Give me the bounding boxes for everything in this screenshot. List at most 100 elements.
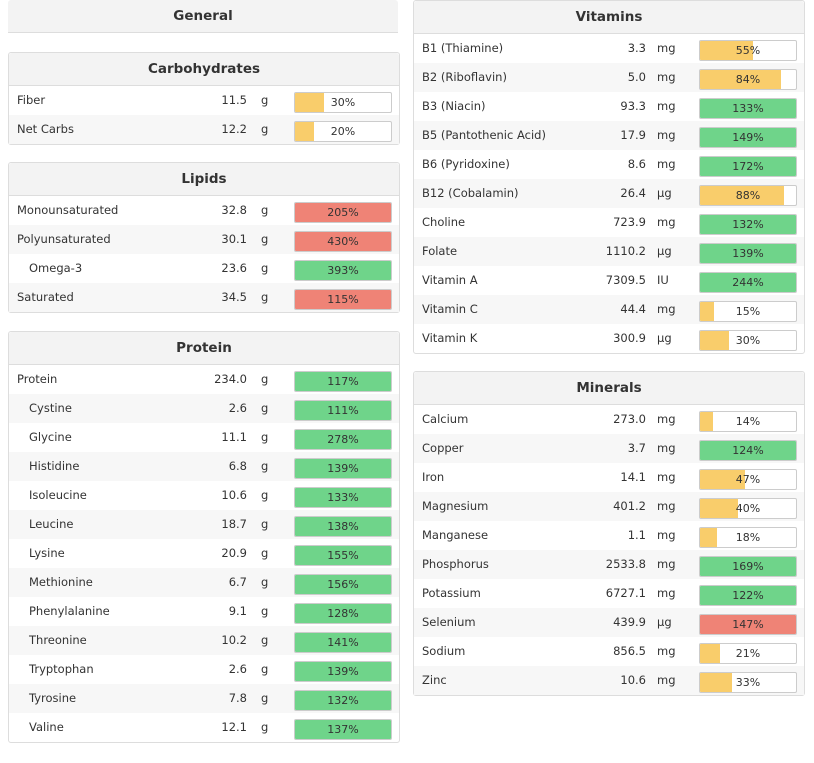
- target-progress-bar: 84%: [699, 69, 797, 90]
- target-progress-bar: 15%: [699, 301, 797, 322]
- nutrient-unit: g: [261, 232, 269, 246]
- nutrient-unit: mg: [657, 302, 676, 316]
- target-progress-bar: 30%: [699, 330, 797, 351]
- progress-fill: [295, 203, 391, 222]
- nutrient-unit: g: [261, 459, 269, 473]
- progress-fill: [295, 546, 391, 565]
- nutrient-amount: 1110.2: [605, 244, 646, 258]
- general-header: General: [8, 0, 398, 33]
- nutrient-amount: 7309.5: [605, 273, 646, 287]
- nutrient-row: Monounsaturated 32.8 g 205%: [9, 196, 399, 225]
- target-progress-bar: 47%: [699, 469, 797, 490]
- progress-fill: [295, 691, 391, 710]
- nutrient-name: Vitamin C: [422, 302, 478, 316]
- nutrient-unit: mg: [657, 99, 676, 113]
- nutrient-name: Fiber: [17, 93, 46, 107]
- nutrient-row: Polyunsaturated 30.1 g 430%: [9, 225, 399, 254]
- nutrient-amount: 11.5: [221, 93, 247, 107]
- nutrient-unit: g: [261, 93, 269, 107]
- nutrient-row: Phosphorus 2533.8 mg 169%: [414, 550, 804, 579]
- nutrient-name: Folate: [422, 244, 458, 258]
- nutrient-amount: 2.6: [228, 662, 247, 676]
- nutrient-unit: g: [261, 517, 269, 531]
- nutrient-amount: 26.4: [620, 186, 646, 200]
- nutrient-amount: 10.6: [221, 488, 247, 502]
- progress-fill: [295, 633, 391, 652]
- target-progress-bar: 88%: [699, 185, 797, 206]
- nutrient-name: Polyunsaturated: [17, 232, 111, 246]
- nutrient-row: Glycine 11.1 g 278%: [9, 423, 399, 452]
- nutrient-name: B2 (Riboflavin): [422, 70, 507, 84]
- nutrient-amount: 34.5: [221, 290, 247, 304]
- nutrient-unit: g: [261, 401, 269, 415]
- lipids-title: Lipids: [9, 163, 399, 196]
- target-progress-bar: 132%: [294, 690, 392, 711]
- nutrient-row: Vitamin C 44.4 mg 15%: [414, 295, 804, 324]
- target-progress-bar: 33%: [699, 672, 797, 693]
- nutrient-unit: g: [261, 575, 269, 589]
- target-progress-bar: 117%: [294, 371, 392, 392]
- progress-fill: [700, 215, 796, 234]
- nutrient-name: Isoleucine: [29, 488, 87, 502]
- nutrient-row: Tryptophan 2.6 g 139%: [9, 655, 399, 684]
- nutrient-name: Iron: [422, 470, 445, 484]
- nutrient-row: Iron 14.1 mg 47%: [414, 463, 804, 492]
- nutrient-amount: 439.9: [613, 615, 646, 629]
- nutrient-amount: 93.3: [620, 99, 646, 113]
- progress-percent: 15%: [735, 305, 761, 318]
- nutrient-unit: mg: [657, 673, 676, 687]
- nutrient-name: Zinc: [422, 673, 447, 687]
- progress-fill: [700, 470, 746, 489]
- nutrient-amount: 2533.8: [605, 557, 646, 571]
- nutrient-row: Zinc 10.6 mg 33%: [414, 666, 804, 695]
- nutrient-row: Sodium 856.5 mg 21%: [414, 637, 804, 666]
- nutrient-row: Selenium 439.9 µg 147%: [414, 608, 804, 637]
- nutrient-row: Net Carbs 12.2 g 20%: [9, 115, 399, 144]
- progress-percent: 278%: [327, 433, 359, 446]
- progress-percent: 155%: [327, 549, 359, 562]
- nutrient-amount: 23.6: [221, 261, 247, 275]
- nutrient-row: Copper 3.7 mg 124%: [414, 434, 804, 463]
- nutrient-unit: mg: [657, 441, 676, 455]
- nutrient-row: Cystine 2.6 g 111%: [9, 394, 399, 423]
- progress-percent: 139%: [327, 665, 359, 678]
- progress-percent: 117%: [327, 375, 359, 388]
- nutrient-amount: 300.9: [613, 331, 646, 345]
- nutrient-unit: g: [261, 430, 269, 444]
- progress-fill: [700, 186, 785, 205]
- nutrient-amount: 6.8: [228, 459, 247, 473]
- target-progress-bar: 128%: [294, 603, 392, 624]
- nutrient-name: Net Carbs: [17, 122, 74, 136]
- nutrient-unit: mg: [657, 157, 676, 171]
- nutrient-row: Fiber 11.5 g 30%: [9, 86, 399, 115]
- target-progress-bar: 172%: [699, 156, 797, 177]
- target-progress-bar: 139%: [294, 458, 392, 479]
- progress-fill: [295, 401, 391, 420]
- target-progress-bar: 244%: [699, 272, 797, 293]
- target-progress-bar: 141%: [294, 632, 392, 653]
- nutrient-name: B5 (Pantothenic Acid): [422, 128, 546, 142]
- nutrient-name: Choline: [422, 215, 466, 229]
- progress-fill: [700, 99, 796, 118]
- progress-fill: [700, 644, 721, 663]
- progress-fill: [700, 412, 714, 431]
- nutrient-unit: µg: [657, 615, 672, 629]
- progress-percent: 172%: [732, 160, 764, 173]
- nutrient-name: Valine: [29, 720, 64, 734]
- nutrient-amount: 11.1: [221, 430, 247, 444]
- nutrient-amount: 723.9: [613, 215, 646, 229]
- nutrient-unit: g: [261, 691, 269, 705]
- nutrient-row: Choline 723.9 mg 132%: [414, 208, 804, 237]
- progress-percent: 122%: [732, 589, 764, 602]
- nutrient-amount: 9.1: [228, 604, 247, 618]
- nutrient-amount: 14.1: [620, 470, 646, 484]
- nutrient-unit: mg: [657, 499, 676, 513]
- progress-percent: 128%: [327, 607, 359, 620]
- progress-percent: 430%: [327, 235, 359, 248]
- progress-fill: [700, 128, 796, 147]
- nutrient-name: Potassium: [422, 586, 481, 600]
- nutrient-amount: 10.6: [620, 673, 646, 687]
- progress-fill: [295, 232, 391, 251]
- progress-fill: [295, 261, 391, 280]
- target-progress-bar: 156%: [294, 574, 392, 595]
